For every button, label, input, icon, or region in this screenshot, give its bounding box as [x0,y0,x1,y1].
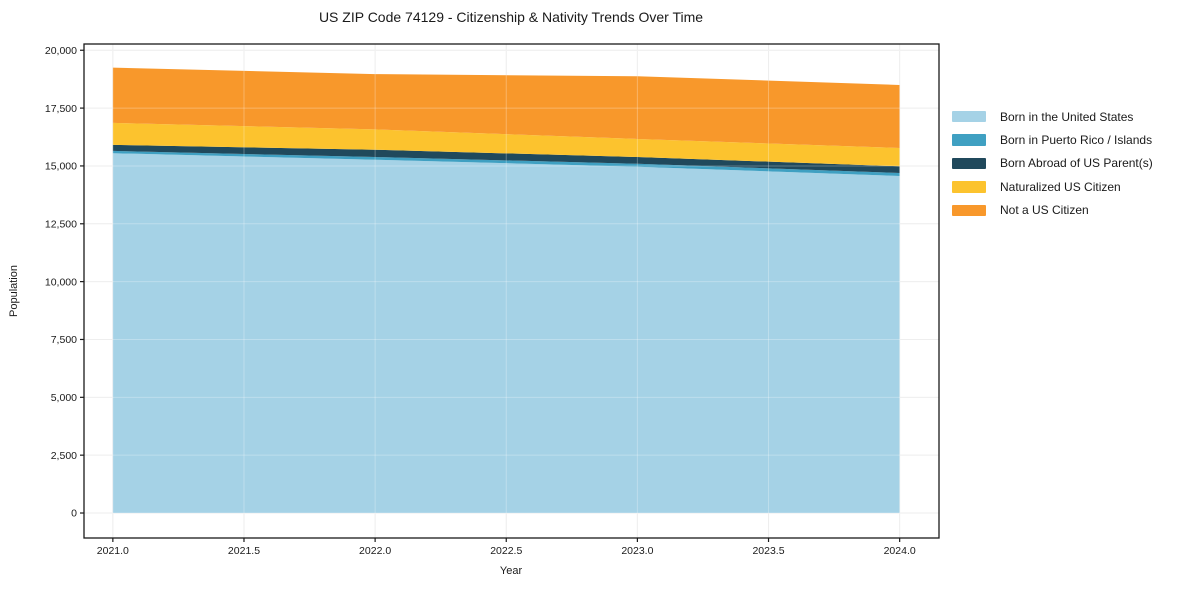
area-series-4 [112,67,900,149]
legend-item-1: Born in Puerto Rico / Islands [952,128,1153,151]
x-axis-label: Year [499,565,523,577]
legend-item-4: Not a US Citizen [952,199,1153,222]
area-series-3 [112,122,900,167]
y-tick-label: 15,000 [45,161,77,173]
chart-title: US ZIP Code 74129 - Citizenship & Nativi… [318,9,704,25]
legend-label: Born in Puerto Rico / Islands [1000,133,1153,148]
plot-border [83,43,940,539]
y-tick-label: 20,000 [45,45,77,57]
legend: Born in the United States Born in Puerto … [952,105,1153,222]
x-tick-label: 2023.0 [621,545,653,557]
x-tick-label: 2024.0 [884,545,916,557]
y-tick-label: 10,000 [45,276,77,288]
legend-item-3: Naturalized US Citizen [952,175,1153,198]
legend-swatch [952,134,986,146]
legend-item-0: Born in the United States [952,105,1153,128]
x-tick-label: 2023.5 [752,545,784,557]
legend-label: Naturalized US Citizen [1000,179,1121,194]
y-tick-label: 0 [71,508,77,520]
area-series-2 [112,144,900,173]
x-tick-label: 2022.5 [490,545,522,557]
legend-label: Born in the United States [1000,109,1134,124]
legend-label: Not a US Citizen [1000,203,1089,218]
legend-label: Born Abroad of US Parent(s) [1000,156,1153,171]
y-tick-label: 12,500 [45,218,77,230]
y-axis-label: Population [8,265,20,317]
legend-swatch [952,110,986,123]
y-tick-label: 17,500 [45,103,77,115]
legend-item-2: Born Abroad of US Parent(s) [952,152,1153,175]
legend-swatch [952,204,986,216]
x-tick-label: 2022.0 [359,545,391,557]
legend-swatch [952,181,986,193]
y-tick-label: 2,500 [51,450,77,462]
x-tick-label: 2021.5 [228,545,260,557]
legend-swatch [952,157,986,170]
y-tick-label: 7,500 [51,334,77,346]
area-series-1 [112,150,900,177]
x-tick-label: 2021.0 [97,545,129,557]
y-tick-label: 5,000 [51,392,77,404]
area-series-0 [112,153,900,514]
